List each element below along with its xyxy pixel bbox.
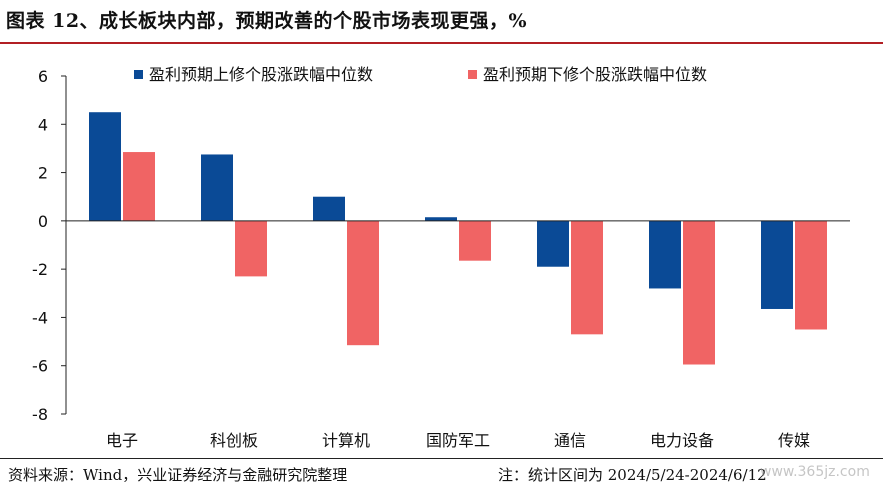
footer-divider (0, 458, 883, 459)
x-tick-label: 电子 (106, 431, 138, 450)
bar-group (89, 112, 827, 365)
legend-label-2: 盈利预期下修个股涨跌幅中位数 (483, 65, 707, 84)
bar-2 (459, 220, 491, 261)
x-tick-label: 传媒 (778, 431, 810, 450)
y-tick-label: 4 (38, 115, 48, 134)
y-tick-label: 2 (38, 164, 48, 183)
y-tick-label: -8 (32, 405, 48, 424)
x-tick-label: 计算机 (322, 431, 370, 450)
bar-2 (235, 220, 267, 277)
chart-legend: 盈利预期上修个股涨跌幅中位数 盈利预期下修个股涨跌幅中位数 (134, 65, 707, 84)
x-tick-label: 电力设备 (650, 431, 714, 450)
bar-1 (313, 196, 345, 221)
bar-2 (571, 220, 603, 335)
period-note: 注：统计区间为 2024/5/24-2024/6/12 (498, 466, 767, 484)
bar-2 (347, 220, 379, 346)
y-tick-label: -6 (32, 357, 48, 376)
title-divider (0, 42, 883, 44)
bar-2 (683, 220, 715, 365)
bar-1 (649, 220, 681, 289)
bar-2 (123, 152, 155, 221)
bar-chart: 盈利预期上修个股涨跌幅中位数 盈利预期下修个股涨跌幅中位数 6 4 2 0 -2 -4 -6 -… (32, 65, 850, 450)
x-tick-label: 科创板 (210, 431, 258, 450)
source-note: 资料来源：Wind，兴业证券经济与金融研究院整理 (8, 466, 348, 484)
legend-swatch-1 (134, 70, 143, 79)
bar-1 (201, 154, 233, 221)
bar-1 (425, 217, 457, 221)
watermark: www.365jz.com (760, 464, 870, 480)
bar-1 (89, 112, 121, 221)
chart-axes: 6 4 2 0 -2 -4 -6 -8 电子 科创板 计算机 国防军工 通信 电力设备 传媒 (32, 67, 850, 450)
y-tick-label: -2 (32, 260, 48, 279)
y-tick-label: 0 (38, 212, 48, 231)
x-tick-label: 通信 (554, 431, 586, 450)
y-tick-label: 6 (38, 67, 48, 86)
bar-1 (537, 220, 569, 267)
x-tick-label: 国防军工 (426, 431, 490, 450)
legend-swatch-2 (468, 70, 477, 79)
chart-title: 图表 12、成长板块内部，预期改善的个股市场表现更强，% (6, 10, 528, 32)
y-tick-label: -4 (32, 308, 48, 327)
legend-label-1: 盈利预期上修个股涨跌幅中位数 (149, 65, 373, 84)
bar-1 (761, 220, 793, 309)
bar-2 (795, 220, 827, 330)
